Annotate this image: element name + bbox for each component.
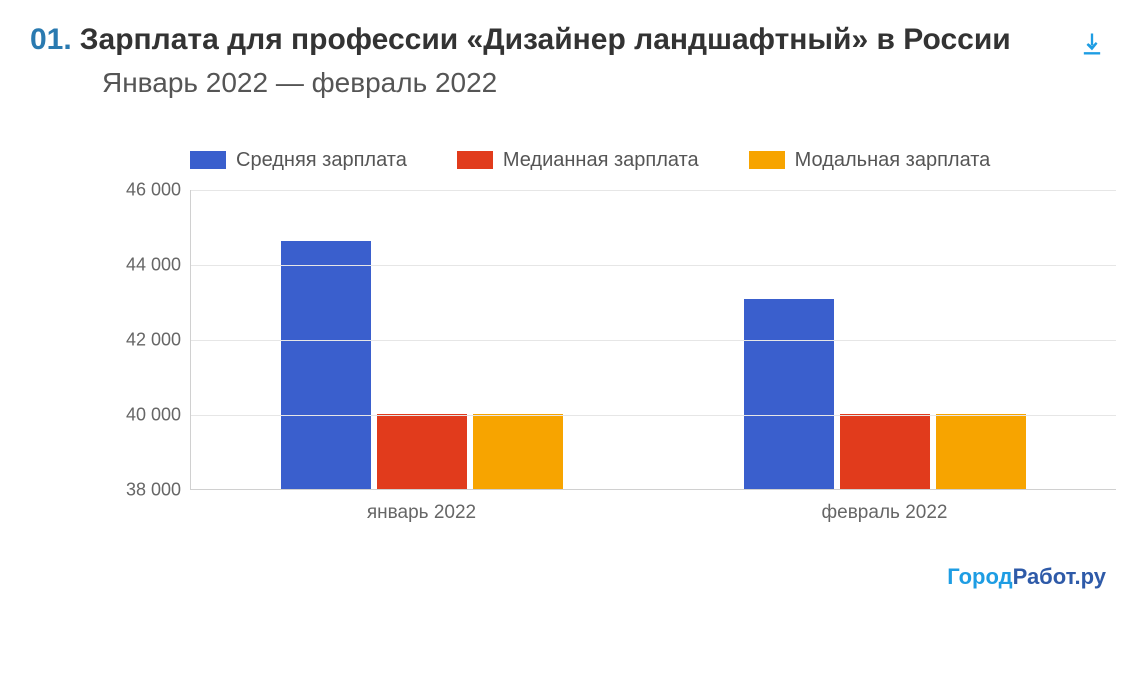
title-number: 01. (30, 23, 72, 56)
bar (473, 414, 563, 489)
x-axis-label: февраль 2022 (653, 502, 1116, 524)
gridline (191, 340, 1116, 341)
download-icon[interactable] (1078, 30, 1106, 63)
gridline (191, 190, 1116, 191)
legend-label: Средняя зарплата (236, 149, 407, 172)
brand-part1: Город (947, 564, 1012, 589)
chart-plot: 38 00040 00042 00044 00046 000 (190, 190, 1116, 490)
y-axis-label: 38 000 (116, 479, 181, 500)
legend-swatch (457, 151, 493, 169)
footer-brand: ГородРабот.ру (30, 564, 1106, 590)
salary-chart: Средняя зарплата Медианная зарплата Модаль… (110, 149, 1116, 524)
bar (281, 241, 371, 489)
chart-title: 01.Зарплата для профессии «Дизайнер ланд… (30, 20, 1078, 61)
y-axis-label: 42 000 (116, 329, 181, 350)
bar (840, 414, 930, 489)
legend-swatch (190, 151, 226, 169)
legend-item: Модальная зарплата (749, 149, 991, 172)
gridline (191, 415, 1116, 416)
bar (377, 414, 467, 489)
bar (744, 299, 834, 488)
legend-label: Медианная зарплата (503, 149, 699, 172)
brand-part2: Работ.ру (1013, 564, 1106, 589)
x-axis-label: январь 2022 (190, 502, 653, 524)
chart-subtitle: Январь 2022 — февраль 2022 (102, 67, 1078, 99)
y-axis-label: 44 000 (116, 254, 181, 275)
title-text: Зарплата для профессии «Дизайнер ландшаф… (80, 23, 1011, 56)
y-axis-label: 40 000 (116, 404, 181, 425)
chart-legend: Средняя зарплата Медианная зарплата Модаль… (190, 149, 1116, 172)
header: 01.Зарплата для профессии «Дизайнер ланд… (30, 20, 1116, 99)
y-axis-label: 46 000 (116, 179, 181, 200)
chart-area: 38 00040 00042 00044 00046 000 январь 20… (110, 190, 1116, 524)
x-axis-labels: январь 2022февраль 2022 (190, 502, 1116, 524)
legend-label: Модальная зарплата (795, 149, 991, 172)
title-block: 01.Зарплата для профессии «Дизайнер ланд… (30, 20, 1078, 99)
legend-swatch (749, 151, 785, 169)
legend-item: Средняя зарплата (190, 149, 407, 172)
gridline (191, 265, 1116, 266)
bar (936, 414, 1026, 489)
legend-item: Медианная зарплата (457, 149, 699, 172)
